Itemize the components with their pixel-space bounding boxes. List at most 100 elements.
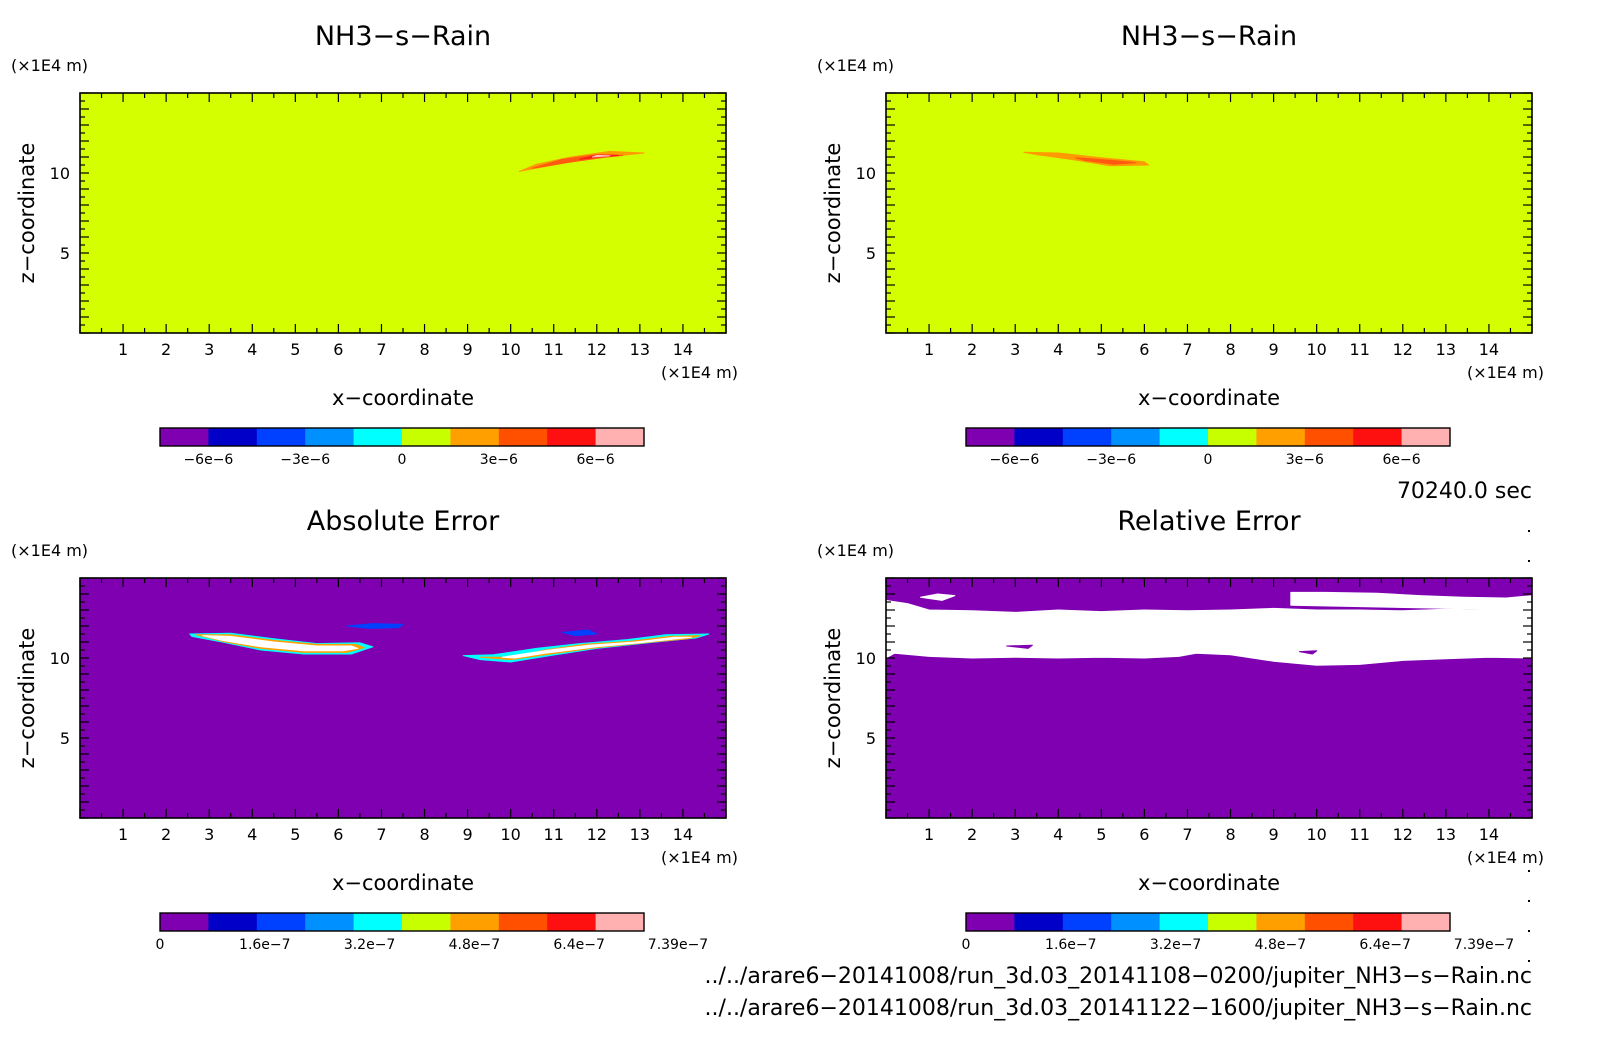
x-tick-label: 11 [544,825,564,844]
contour-region [1075,157,1137,165]
colorbar-tick-label: 6e−6 [1383,452,1421,468]
x-tick-label: 4 [1053,825,1063,844]
colorbar-swatch [402,913,451,931]
colorbar-tick-label: −3e−6 [280,452,330,468]
x-tick-label: 8 [419,825,429,844]
contour-region [1006,644,1033,649]
colorbar-swatch [1208,428,1257,446]
colorbar-frame [159,912,645,932]
file-path-2: ../../arare6−20141008/run_3d.03_20141122… [705,996,1532,1021]
x-tick-label: 14 [673,340,693,359]
x-tick-label: 6 [1139,340,1149,359]
y-unit-label: (×1E4 m) [11,56,88,75]
x-tick-label: 1 [118,825,128,844]
y-axis-label: z−coordinate [15,628,39,769]
x-tick-label: 10 [1306,825,1326,844]
colorbar-swatch [1014,428,1064,446]
contour-region [1298,650,1318,655]
colorbar-swatch [547,428,597,446]
colorbar-swatch [353,428,403,446]
colorbar: 0 1.6e−7 3.2e−7 4.8e−7 6.4e−7 7.39e−7 [962,912,1514,953]
x-tick-label: 4 [247,825,257,844]
x-tick-label: 11 [1350,825,1370,844]
colorbar-frame [965,912,1451,932]
colorbar-swatch [595,428,645,446]
colorbar-swatch [305,428,355,446]
colorbar-frame [159,427,645,447]
x-tick-label: 13 [630,825,650,844]
colorbar-tick-label: −3e−6 [1086,452,1136,468]
x-tick-label: 4 [1053,340,1063,359]
colorbar-tick-label: 4.8e−7 [449,937,501,953]
colorbar-swatch [1256,913,1306,931]
x-tick-label: 14 [1479,340,1499,359]
colorbar-swatch [966,428,1015,446]
colorbar-tick-label: 0 [962,937,971,953]
colorbar: −6e−6 −3e−6 0 3e−6 6e−6 [159,427,645,468]
x-tick-label: 11 [1350,340,1370,359]
colorbar-tick-label: 0 [1204,452,1213,468]
x-tick-label: 7 [1182,825,1192,844]
time-label: 70240.0 sec [1397,479,1532,504]
colorbar-tick-label: 7.39e−7 [648,937,708,953]
x-tick-label: 6 [1139,825,1149,844]
colorbar-tick-label: 1.6e−7 [1045,937,1097,953]
axis-ticks [885,92,1533,334]
colorbar-swatch [208,913,258,931]
colorbar-tick-label: 6e−6 [577,452,615,468]
x-tick-label: 5 [290,340,300,359]
colorbar: −6e−6 −3e−6 0 3e−6 6e−6 [965,427,1451,468]
x-tick-label: 10 [1306,340,1326,359]
y-tick-label: 5 [60,244,70,263]
x-unit-label: (×1E4 m) [1467,363,1544,382]
colorbar-swatch [256,428,306,446]
colorbar-swatch [353,913,403,931]
axis-ticks [79,577,727,819]
x-tick-label: 6 [333,340,343,359]
x-unit-label: (×1E4 m) [1467,848,1544,867]
colorbar-swatch [1159,913,1209,931]
x-tick-label: 3 [204,825,214,844]
contour-region [202,635,359,652]
colorbar-frame [965,427,1451,447]
x-tick-label: 2 [161,825,171,844]
x-unit-label: (×1E4 m) [661,848,738,867]
x-tick-label: 3 [1010,340,1020,359]
x-tick-label: 2 [967,340,977,359]
panel-2: NH3−s−Rain(×1E4 m)1 2 3 4 5 6 7 8 9 10 11 12 13 14510… [817,21,1544,468]
panel-4: Relative Error(×1E4 m)1 2 3 4 5 6 7 8 9 10 11 12 13 1… [817,506,1544,953]
colorbar-swatch [498,913,548,931]
x-tick-label: 9 [463,825,473,844]
x-tick-label: 13 [630,340,650,359]
panel-title: Relative Error [1117,506,1301,537]
x-tick-label: 13 [1436,825,1456,844]
contour-region [561,629,598,637]
plot-background [886,93,1532,333]
x-tick-label: 7 [376,825,386,844]
colorbar-tick-label: 6.4e−7 [1359,937,1411,953]
x-tick-label: 8 [1225,340,1235,359]
x-tick-label: 4 [247,340,257,359]
colorbar-swatch [1353,913,1403,931]
colorbar-tick-label: 6.4e−7 [553,937,605,953]
x-tick-label: 3 [204,340,214,359]
axis-ticks [885,577,1533,819]
colorbar-swatch [1208,913,1257,931]
x-tick-label: 5 [1096,340,1106,359]
y-unit-label: (×1E4 m) [817,541,894,560]
colorbar-swatch [1304,428,1354,446]
x-tick-label: 12 [587,340,607,359]
colorbar-swatch [208,428,258,446]
colorbar-swatch [402,428,451,446]
x-tick-label: 13 [1436,340,1456,359]
stray-dots [1528,530,1530,962]
colorbar-swatch [1304,913,1354,931]
y-tick-label: 5 [866,244,876,263]
contour-region [346,623,404,629]
y-unit-label: (×1E4 m) [11,541,88,560]
axis-ticks [79,92,727,334]
colorbar-swatch [1353,428,1403,446]
colorbar-swatch [160,913,209,931]
y-axis-label: z−coordinate [821,628,845,769]
